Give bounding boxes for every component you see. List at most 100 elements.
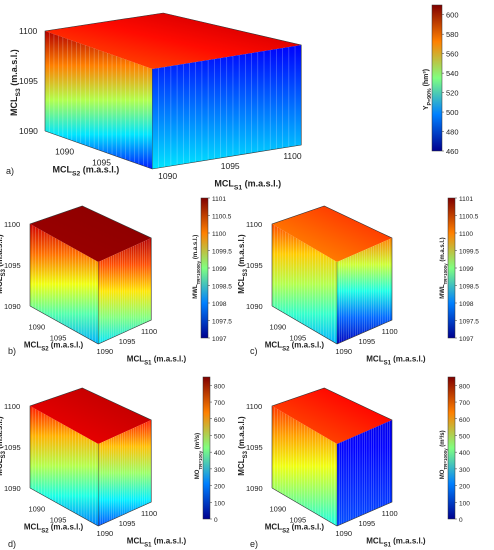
cube-top-face: [30, 206, 152, 262]
colorbar-tick-label: 800: [459, 383, 470, 390]
z-tick-label: 1095: [4, 261, 21, 270]
z-tick-label: 1095: [4, 443, 21, 452]
cube-left-face: [272, 406, 337, 526]
colorbar-tick-label: 1101: [212, 196, 226, 203]
colorbar: [200, 197, 209, 339]
panel-label: e): [250, 539, 258, 549]
z-tick-label: 1100: [4, 220, 20, 229]
z-tick-label: 1100: [19, 26, 38, 36]
colorbar-label: YP=90% (hm³): [423, 69, 433, 110]
cube-right-face: [98, 238, 152, 344]
colorbar: [202, 376, 211, 520]
x-tick-label: 1090: [96, 347, 113, 356]
colorbar-tick-label: 1100.5: [459, 214, 479, 221]
z-tick-label: 1100: [246, 402, 262, 411]
y-tick-label: 1090: [270, 504, 287, 513]
colorbar-tick-label: 500: [459, 433, 470, 440]
colorbar-tick-label: 540: [446, 69, 459, 78]
colorbar-tick-label: 300: [214, 467, 225, 474]
x-tick-label: 1090: [335, 347, 352, 356]
x-tick-label: 1100: [141, 327, 157, 336]
colorbar-tick-label: 1099: [459, 266, 474, 273]
panel-d: 1090 1095 1100 1090 1095 1090 1095 1100 MCLS3 (m…: [0, 376, 225, 549]
colorbar-tick-label: 1099.5: [212, 249, 232, 256]
x-tick-label: 1100: [283, 151, 302, 161]
colorbar-tick-label: 1098: [212, 301, 227, 308]
y-tick-label: 1095: [92, 158, 111, 168]
colorbar: [447, 197, 456, 339]
z-tick-label: 1095: [19, 76, 38, 86]
colorbar-tick-label: 500: [214, 433, 225, 440]
panel-label: c): [250, 346, 258, 356]
cube-top-face: [45, 13, 302, 69]
z-tick-label: 1095: [246, 261, 263, 270]
z-tick-label: 1090: [246, 484, 263, 493]
y-tick-label: 1090: [270, 322, 287, 331]
panel-label: d): [8, 539, 16, 549]
x-tick-label: 1090: [158, 171, 177, 181]
y-tick-label: 1095: [290, 334, 307, 343]
colorbar-tick-label: 200: [459, 484, 470, 491]
colorbar-tick-label: 1097: [212, 336, 227, 343]
cube-left-face: [45, 31, 153, 169]
colorbar-tick-label: 1097.5: [459, 319, 479, 326]
colorbar-tick-label: 1097.5: [212, 319, 232, 326]
panel-label: a): [6, 166, 14, 176]
colorbar-tick-label: 400: [459, 450, 470, 457]
cube-right-face: [337, 238, 392, 344]
colorbar-tick-label: 1101: [459, 196, 473, 203]
panel-a: 1090 1095 1100 1090 1095 1090 1095 1100 MCLS3 (m…: [6, 4, 459, 192]
x-tick-label: 1095: [221, 161, 240, 171]
cube-right-face: [152, 45, 302, 169]
z-axis-label: MCLS3 (m.a.s.l.): [237, 234, 249, 294]
z-tick-label: 1090: [4, 302, 21, 311]
colorbar-tick-label: 520: [446, 89, 459, 98]
slice-lines: [49, 32, 296, 168]
z-axis-label: MCLS3 (m.a.s.l.): [0, 416, 7, 476]
x-tick-label: 1100: [382, 509, 398, 518]
y-tick-label: 1090: [28, 504, 45, 513]
colorbar-tick-label: 1098.5: [459, 284, 479, 291]
colorbar-tick-label: 1099: [212, 266, 227, 273]
x-tick-label: 1095: [359, 519, 376, 528]
y-axis-label: MCLS2 (m.a.s.l.): [265, 340, 325, 352]
colorbar-tick-label: 0: [214, 517, 218, 524]
x-tick-label: 1090: [335, 529, 352, 538]
cube-left-face: [30, 224, 99, 344]
colorbar-tick-label: 1099.5: [459, 249, 479, 256]
colorbar-label: MWLTR=10000y (m.a.s.l.): [193, 235, 201, 299]
colorbar-tick-label: 1100: [212, 231, 226, 238]
x-tick-label: 1090: [96, 529, 113, 538]
colorbar-tick-label: 100: [459, 500, 470, 507]
slice-lines: [274, 407, 391, 525]
slice-lines: [274, 225, 391, 343]
z-tick-label: 1090: [4, 484, 21, 493]
colorbar-tick-label: 700: [459, 400, 470, 407]
z-axis-label: MCLS3 (m.a.s.l.): [237, 416, 249, 476]
y-tick-label: 1090: [55, 146, 74, 156]
y-tick-label: 1095: [290, 516, 307, 525]
y-tick-label: 1095: [50, 516, 67, 525]
panel-b: 1090 1095 1100 1090 1095 1090 1095 1100 MCLS3 (m…: [0, 196, 232, 367]
colorbar-tick-label: 1100: [459, 231, 473, 238]
cube-left-face: [272, 224, 337, 344]
colorbar: [447, 376, 456, 520]
colorbar-tick-label: 460: [446, 147, 459, 156]
colorbar-tick-label: 600: [446, 11, 459, 20]
colorbar-label: MOTR=100y (m³/s): [194, 433, 203, 479]
y-axis-label: MCLS2 (m.a.s.l.): [24, 340, 84, 352]
colorbar-tick-label: 700: [214, 400, 225, 407]
colorbar-label: MOTR=1000y (m³/s): [439, 430, 448, 479]
colorbar-tick-label: 580: [446, 30, 459, 39]
x-axis-label: MCLS1 (m.a.s.l.): [366, 537, 426, 549]
colorbar-tick-label: 1097: [459, 336, 474, 343]
colorbar-tick-label: 1098.5: [212, 284, 232, 291]
colorbar-tick-label: 500: [446, 108, 459, 117]
x-axis-label: MCLS1 (m.a.s.l.): [127, 355, 187, 367]
x-tick-label: 1095: [359, 337, 376, 346]
x-tick-label: 1095: [119, 519, 136, 528]
slice-lines: [32, 225, 150, 343]
z-tick-label: 1090: [19, 126, 38, 136]
